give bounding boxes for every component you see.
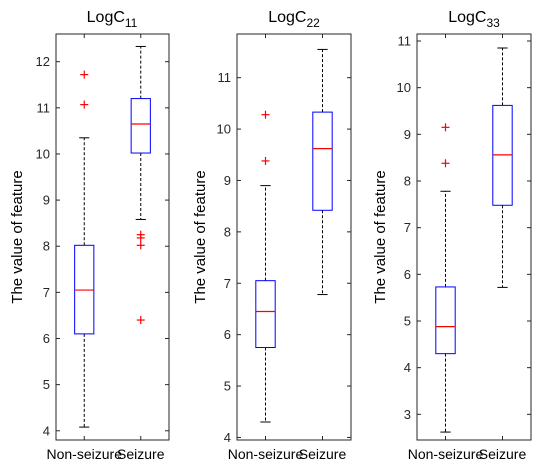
x-category-label: Seizure <box>479 446 527 462</box>
outlier-point <box>80 70 89 79</box>
x-category-label: Non-seizure <box>408 446 484 462</box>
x-category-label: Non-seizure <box>228 446 304 462</box>
outlier-point <box>261 110 270 119</box>
y-tick-label: 6 <box>404 267 411 282</box>
y-tick-label: 5 <box>43 377 50 392</box>
y-tick-label: 4 <box>404 360 411 375</box>
axis-frame <box>416 33 532 441</box>
y-tick-label: 9 <box>224 173 231 188</box>
outlier-point <box>441 123 450 132</box>
y-tick-label: 8 <box>224 224 231 239</box>
y-tick-label: 11 <box>398 34 412 49</box>
outlier-point <box>136 241 145 250</box>
y-tick-label: 12 <box>36 54 50 69</box>
axis-frame <box>236 33 352 441</box>
y-axis-label: The value of feature <box>9 170 26 303</box>
y-tick-label: 4 <box>224 430 231 445</box>
x-category-label: Seizure <box>299 446 347 462</box>
y-tick-label: 11 <box>218 70 232 85</box>
box <box>435 286 456 355</box>
y-tick-label: 9 <box>43 193 50 208</box>
y-tick-label: 10 <box>397 80 411 95</box>
y-tick-label: 5 <box>404 314 411 329</box>
box <box>130 98 151 154</box>
y-tick-label: 6 <box>43 331 50 346</box>
y-tick-label: 7 <box>224 276 231 291</box>
outlier-point <box>136 233 145 242</box>
x-category-label: Seizure <box>117 446 165 462</box>
y-tick-label: 7 <box>43 285 50 300</box>
y-tick-label: 6 <box>224 327 231 342</box>
outlier-point <box>441 159 450 168</box>
box <box>312 111 333 211</box>
y-tick-label: 10 <box>217 122 231 137</box>
chart-title: LogC22 <box>268 9 320 30</box>
y-tick-label: 10 <box>36 146 50 161</box>
y-tick-label: 4 <box>43 423 50 438</box>
chart-title: LogC11 <box>87 9 138 30</box>
y-axis-label: The value of feature <box>372 170 389 303</box>
y-tick-label: 11 <box>37 100 51 115</box>
y-tick-label: 8 <box>404 174 411 189</box>
outlier-point <box>136 316 145 325</box>
outlier-point <box>80 100 89 109</box>
y-tick-label: 5 <box>224 379 231 394</box>
box <box>255 280 276 348</box>
y-tick-label: 3 <box>404 407 411 422</box>
axis-frame <box>55 33 170 441</box>
y-axis-label: The value of feature <box>192 170 209 303</box>
y-tick-label: 7 <box>404 220 411 235</box>
x-category-label: Non-seizure <box>47 446 123 462</box>
outlier-point <box>261 156 270 165</box>
y-tick-label: 8 <box>43 239 50 254</box>
y-tick-label: 9 <box>404 127 411 142</box>
chart-title: LogC33 <box>448 9 500 30</box>
